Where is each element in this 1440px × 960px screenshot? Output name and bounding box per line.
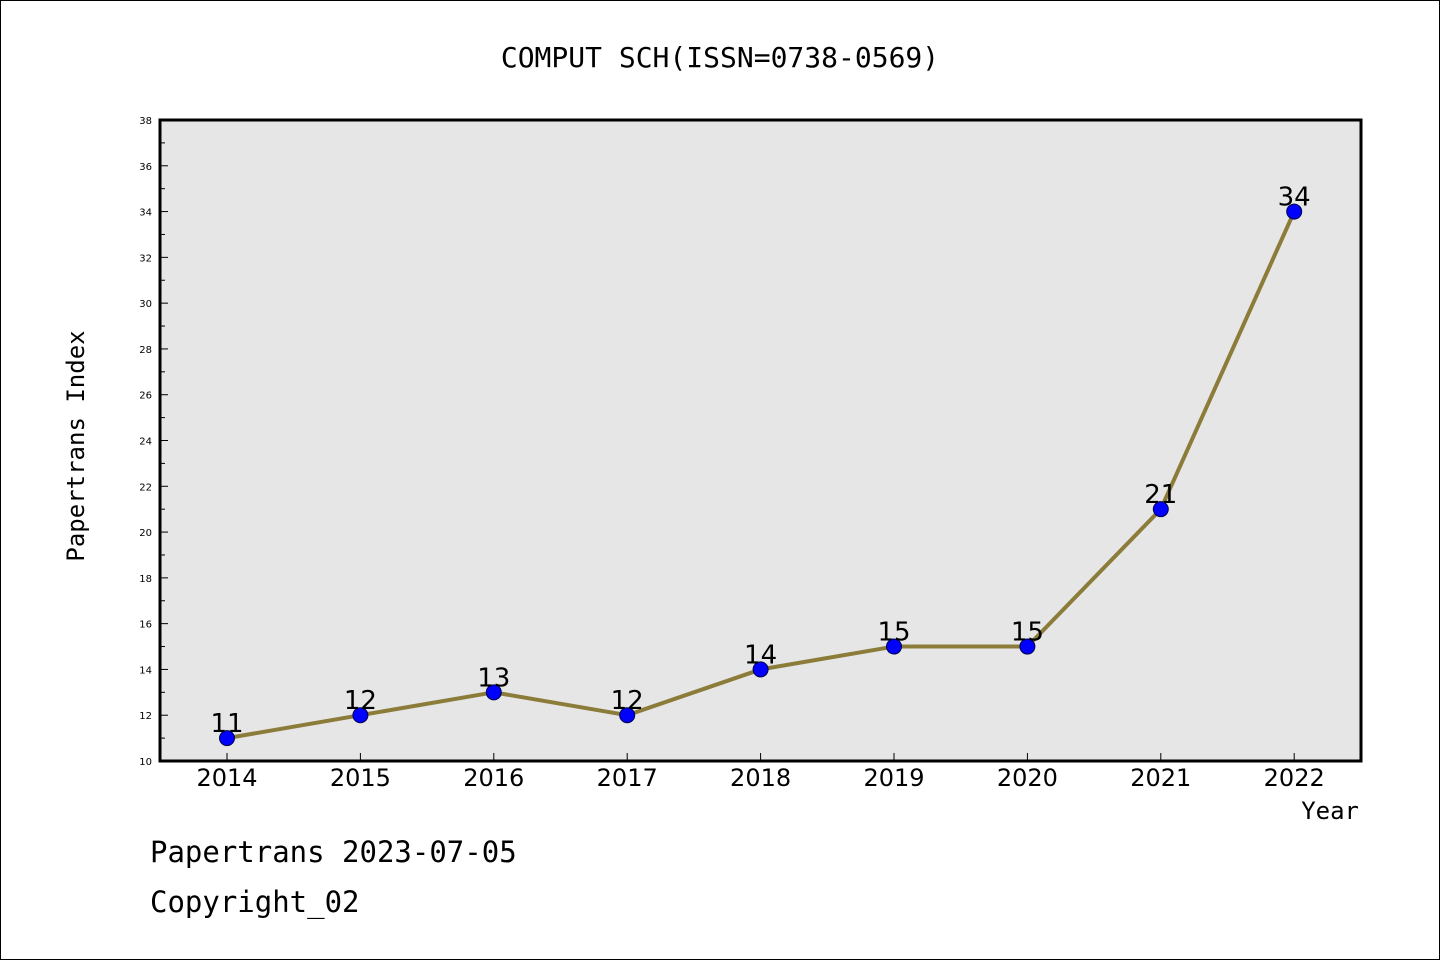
data-point [619, 707, 636, 724]
y-tick-label: 22 [139, 482, 152, 493]
y-tick-label: 26 [139, 391, 152, 402]
data-label: 15 [877, 618, 910, 648]
x-tick-label: 2015 [330, 764, 391, 792]
y-tick-label: 24 [139, 437, 152, 448]
y-tick-label: 14 [139, 665, 152, 676]
data-label: 14 [744, 640, 777, 670]
x-tick-label: 2019 [863, 764, 924, 792]
x-tick-label: 2016 [463, 764, 524, 792]
plot-border [158, 118, 1363, 763]
x-axis-ticks: 2014 2015 2016 2017 2018 2019 2020 2021 2022 [196, 753, 1325, 792]
data-point [352, 707, 369, 724]
x-tick-label: 2014 [196, 764, 257, 792]
x-tick-label: 2020 [997, 764, 1058, 792]
y-tick-label: 20 [139, 528, 152, 539]
x-tick-label: 2017 [597, 764, 658, 792]
data-label: 11 [210, 709, 243, 739]
y-tick-label: 38 [139, 116, 152, 127]
y-tick-label: 32 [139, 253, 152, 264]
data-label: 13 [477, 663, 510, 693]
data-point [1286, 203, 1303, 220]
y-tick-label: 30 [139, 299, 152, 310]
y-tick-label: 12 [139, 711, 152, 722]
data-point [485, 684, 502, 701]
data-label: 12 [611, 686, 644, 716]
data-label: 21 [1144, 480, 1177, 510]
data-label: 34 [1278, 183, 1311, 213]
data-point [1019, 638, 1036, 655]
data-point [886, 638, 902, 655]
y-tick-label: 10 [139, 757, 152, 768]
x-tick-label: 2018 [730, 764, 791, 792]
data-label: 12 [344, 686, 377, 716]
data-point [752, 661, 769, 678]
y-axis-label: Papertrans Index [62, 330, 90, 561]
plot-area [160, 120, 1361, 761]
y-tick-label: 36 [139, 162, 152, 173]
footer-copyright: Copyright_02 [150, 885, 360, 919]
y-tick-label: 18 [139, 574, 152, 585]
footer-date: Papertrans 2023-07-05 [150, 835, 517, 869]
series-layer [219, 203, 1303, 747]
data-label: 15 [1011, 618, 1044, 648]
y-tick-label: 34 [139, 208, 152, 219]
data-point [1152, 501, 1169, 518]
x-tick-label: 2022 [1264, 764, 1325, 792]
data-labels-layer: 11 12 13 12 14 15 15 21 34 [210, 183, 1310, 740]
y-tick-label: 28 [139, 345, 152, 356]
data-point [219, 730, 235, 747]
y-tick-label: 16 [139, 620, 152, 631]
x-axis-label: Year [1301, 797, 1359, 825]
chart-title: COMPUT SCH(ISSN=0738-0569) [501, 41, 939, 74]
x-tick-label: 2021 [1130, 764, 1191, 792]
